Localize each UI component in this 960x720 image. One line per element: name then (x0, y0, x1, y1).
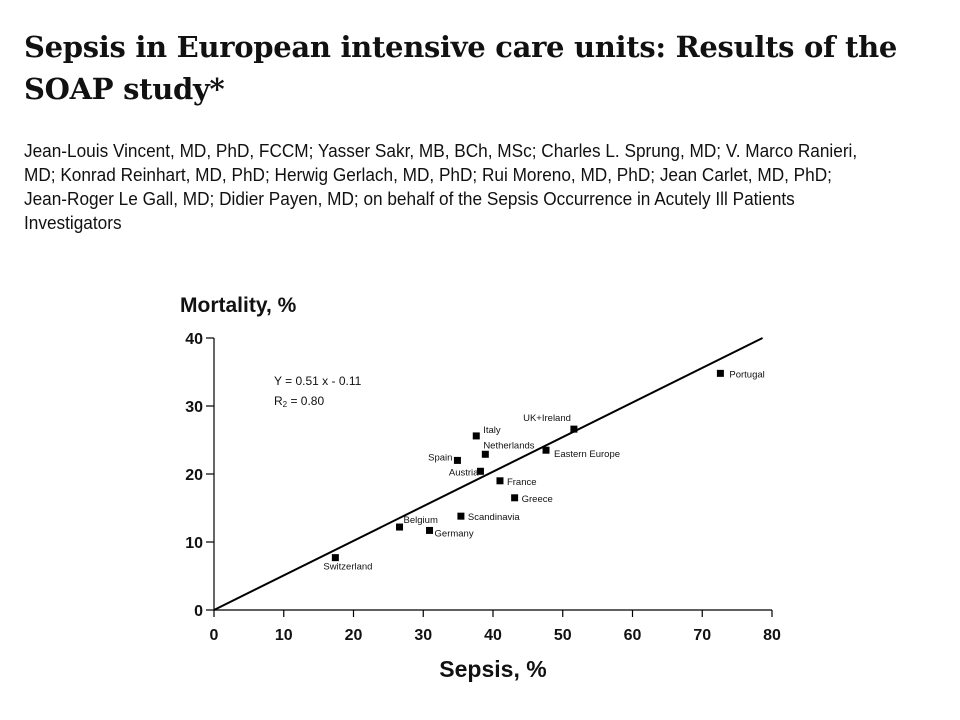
x-tick-label: 0 (210, 627, 219, 644)
y-tick-label: 40 (185, 331, 203, 348)
point-label: Spain (428, 452, 452, 463)
point-label: Scandinavia (468, 512, 520, 523)
data-point (331, 554, 339, 562)
point-label: Austria (449, 467, 479, 478)
data-point (511, 494, 519, 502)
point-label: Netherlands (483, 440, 534, 451)
data-point (542, 446, 550, 454)
point-label: Belgium (404, 515, 438, 526)
point-label: UK+Ireland (523, 413, 571, 424)
x-tick-label: 60 (624, 627, 642, 644)
y-tick-label: 10 (185, 535, 203, 552)
x-tick-label: 80 (763, 627, 781, 644)
x-axis-title: Sepsis, % (439, 656, 546, 682)
x-tick-label: 50 (554, 627, 572, 644)
y-tick-label: 20 (185, 467, 203, 484)
data-point (453, 456, 461, 464)
point-label: Eastern Europe (554, 449, 620, 460)
ticks: 0 10 20 30 40 50 60 70 80 0 10 20 30 40 (185, 331, 781, 644)
point-label: Greece (522, 494, 553, 505)
x-tick-label: 10 (275, 627, 293, 644)
y-axis-title: Mortality, % (180, 294, 297, 317)
data-point (457, 512, 465, 520)
data-points: Portugal UK+Ireland Eastern Europe Italy Net… (323, 369, 764, 572)
y-tick-label: 30 (185, 399, 203, 416)
point-label: France (507, 477, 537, 488)
point-label: Germany (435, 528, 474, 539)
x-tick-label: 20 (345, 627, 363, 644)
data-point (716, 369, 724, 377)
paper-title: Sepsis in European intensive care units:… (24, 30, 898, 106)
point-label: Italy (483, 425, 501, 436)
data-point (476, 467, 484, 475)
data-point (426, 526, 434, 534)
x-tick-label: 40 (484, 627, 502, 644)
regression-line (213, 337, 764, 611)
regression-equation: Y = 0.51 x - 0.11 (274, 374, 362, 388)
data-point (472, 432, 480, 440)
y-tick-label: 0 (194, 603, 203, 620)
x-tick-label: 30 (414, 627, 432, 644)
x-tick-label: 70 (693, 627, 711, 644)
point-label: Portugal (729, 369, 764, 380)
data-point (570, 425, 578, 433)
r-squared-label: R2 = 0.80 (274, 394, 324, 409)
point-label: Switzerland (323, 562, 372, 573)
data-point (396, 523, 404, 531)
author-list: Jean-Louis Vincent, MD, PhD, FCCM; Yasse… (24, 140, 858, 233)
data-point (481, 450, 489, 458)
data-point (496, 477, 504, 485)
